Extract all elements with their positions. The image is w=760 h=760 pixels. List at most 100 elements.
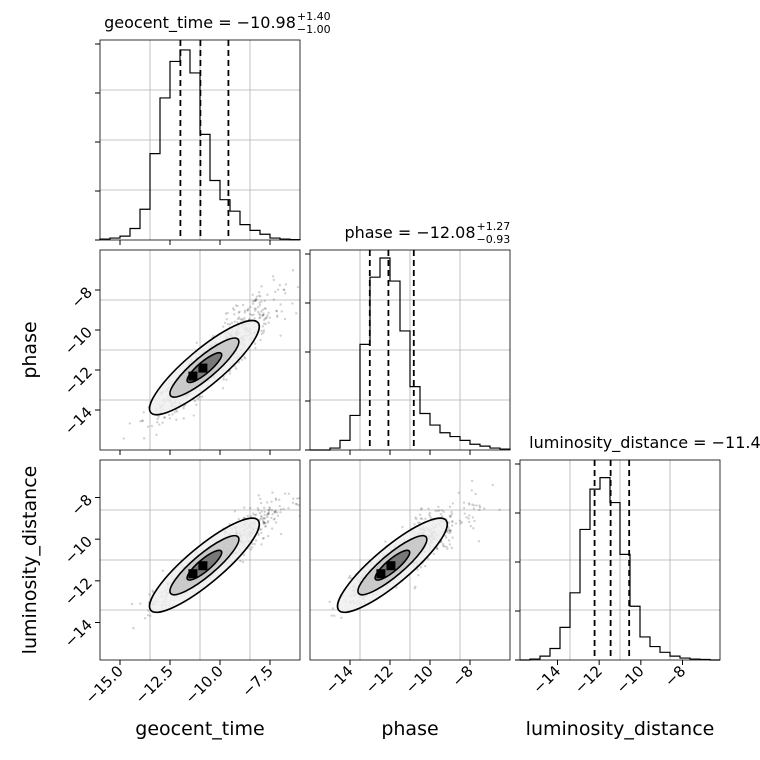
sample-point (471, 503, 474, 506)
sample-point (261, 325, 265, 328)
sample-point (258, 511, 262, 515)
sample-point (448, 543, 452, 546)
sample-point (237, 311, 240, 314)
sample-point (270, 509, 274, 512)
sample-point (279, 334, 282, 337)
sample-point (253, 513, 256, 517)
sample-point (260, 510, 263, 513)
sample-point (349, 577, 353, 580)
sample-point (292, 497, 295, 500)
sample-point (252, 512, 255, 515)
sample-point (264, 317, 267, 321)
sample-point (447, 521, 451, 524)
sample-point (458, 519, 462, 523)
y-tick-label: −14 (61, 616, 96, 651)
sample-point (241, 318, 245, 321)
sample-point (253, 299, 257, 303)
sample-point (274, 498, 278, 501)
sample-point (242, 516, 246, 520)
sample-point (442, 510, 445, 513)
sample-point (449, 530, 452, 534)
sample-point (279, 303, 282, 306)
sample-point (448, 505, 452, 509)
sample-point (260, 285, 263, 288)
sample-point (262, 318, 266, 322)
sample-point (122, 437, 125, 440)
sample-point (451, 502, 455, 505)
sample-point (276, 514, 280, 518)
sample-point (264, 307, 267, 310)
sample-point (419, 566, 423, 569)
density-peak (376, 569, 386, 579)
x-tick-label: −8 (661, 662, 689, 690)
sample-point (265, 513, 269, 517)
sample-point (427, 557, 430, 560)
sample-point (234, 304, 238, 307)
sample-point (434, 509, 437, 513)
sample-point (462, 501, 466, 504)
sample-point (268, 506, 271, 509)
sample-point (294, 502, 298, 505)
sample-point (243, 316, 246, 320)
sample-point (457, 491, 461, 494)
sample-point (280, 310, 283, 313)
sample-point (272, 278, 276, 282)
sample-point (267, 321, 270, 324)
sample-point (279, 508, 283, 511)
sample-point (470, 489, 474, 492)
panel-title-luminosity_distance: luminosity_distance = −11.45 (529, 433, 760, 453)
sample-point (259, 501, 263, 505)
y-tick-label: −10 (61, 532, 96, 567)
sample-point (449, 529, 452, 532)
sample-point (155, 421, 159, 424)
sample-point (450, 546, 454, 550)
sample-point (260, 516, 263, 519)
sample-point (171, 413, 174, 416)
sample-point (416, 568, 419, 571)
sample-point (260, 300, 263, 303)
x-tick-label: −7.5 (238, 662, 276, 700)
sample-point (446, 547, 449, 551)
sample-point (448, 514, 452, 518)
x-tick-label: −10 (613, 662, 648, 697)
sample-point (266, 512, 269, 515)
sample-point (151, 589, 154, 592)
y-axis-label-phase: phase (19, 321, 41, 378)
sample-point (451, 520, 454, 523)
sample-point (259, 338, 262, 342)
x-tick-label: −15.0 (82, 662, 127, 707)
sample-point (491, 483, 494, 487)
sample-point (250, 546, 254, 549)
sample-point (264, 322, 267, 326)
sample-point (228, 372, 232, 375)
panel-frame (309, 459, 511, 661)
sample-point (284, 283, 288, 286)
sample-point (278, 283, 282, 287)
sample-point (255, 298, 258, 301)
sample-point (141, 419, 144, 422)
sample-point (478, 508, 481, 512)
scatter-panel-phase-vs-geocent_time: −14 −12 −10 −8 (61, 249, 301, 455)
sample-point (424, 517, 427, 521)
sample-point (175, 410, 179, 413)
sample-point (444, 534, 447, 537)
sample-point (435, 547, 439, 550)
sample-point (182, 406, 185, 410)
sample-point (467, 520, 471, 524)
x-axis-label-geocent_time: geocent_time (135, 718, 264, 740)
y-tick-label: −10 (61, 323, 96, 358)
sample-point (271, 491, 274, 494)
x-tick-label: −10.0 (182, 662, 227, 707)
sample-point (261, 313, 264, 317)
sample-point (236, 317, 240, 321)
sample-point (161, 569, 165, 572)
sample-point (448, 528, 451, 531)
sample-point (233, 320, 237, 323)
sample-point (201, 395, 204, 398)
sample-point (225, 378, 228, 381)
sample-point (447, 539, 451, 542)
sample-point (451, 536, 454, 539)
sample-point (155, 433, 158, 437)
sample-point (249, 305, 252, 309)
